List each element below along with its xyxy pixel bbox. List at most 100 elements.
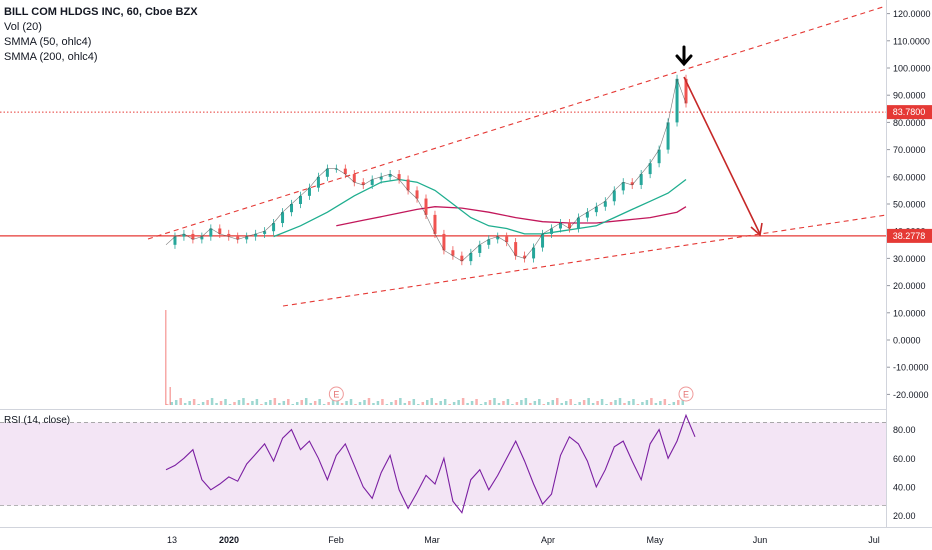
candle-body <box>496 236 500 240</box>
volume-bar <box>412 399 416 405</box>
rsi-tick-label: 80.00 <box>893 425 916 435</box>
candle-body <box>370 179 374 185</box>
candle-body <box>352 174 356 183</box>
volume-bar <box>264 402 268 405</box>
volume-bar <box>282 401 286 405</box>
volume-bar <box>376 401 380 405</box>
legend-smma50: SMMA (50, ohlc4) <box>4 36 91 48</box>
volume-bar <box>233 402 236 405</box>
candle-body <box>532 247 536 259</box>
price-tick-label: 90.0000 <box>893 91 926 101</box>
volume-bar <box>304 398 308 405</box>
volume-bar <box>260 404 263 405</box>
candle-body <box>200 236 204 240</box>
upper-channel-line <box>147 5 887 240</box>
volume-bar <box>609 402 613 405</box>
volume-bar <box>224 399 227 405</box>
candle-body <box>666 122 670 150</box>
volume-bar <box>560 403 563 405</box>
candle-body <box>290 204 294 213</box>
time-tick-label: Apr <box>541 535 555 545</box>
volume-bar <box>237 400 241 405</box>
volume-bar <box>206 400 209 405</box>
projection-arrow-head <box>750 222 763 237</box>
volume-bar <box>569 399 572 405</box>
volume-bar <box>511 404 514 405</box>
volume-bar <box>600 399 604 405</box>
candle-body <box>612 190 616 202</box>
volume-bar <box>672 402 676 405</box>
candle-body <box>433 214 437 234</box>
candle-body <box>272 223 276 232</box>
volume-bar <box>538 399 541 405</box>
volume-bar <box>636 404 640 405</box>
candle-body <box>487 239 491 245</box>
volume-bar <box>322 404 326 405</box>
volume-bar <box>502 401 505 405</box>
volume-bar <box>650 398 653 405</box>
volume-bar <box>479 404 483 405</box>
candle-body <box>316 176 320 188</box>
candle-body <box>325 168 329 177</box>
candle-body <box>567 223 571 229</box>
candle-body <box>343 168 347 175</box>
rsi-band <box>0 422 886 506</box>
volume-bar <box>614 400 617 405</box>
volume-bar <box>426 400 429 405</box>
smma-200-line <box>336 206 687 227</box>
candle-body <box>334 168 338 170</box>
volume-bar <box>300 400 303 405</box>
volume-bar <box>452 402 456 405</box>
time-tick-label: 13 <box>167 535 177 545</box>
volume-bar <box>493 398 496 405</box>
time-tick-label: Jul <box>868 535 880 545</box>
volume-bar <box>242 398 245 405</box>
volume-bar <box>399 398 402 405</box>
candle-body <box>281 212 285 224</box>
candle-body <box>236 236 240 240</box>
volume-bar <box>309 403 312 405</box>
price-tick-label: 10.0000 <box>893 308 926 318</box>
volume-bar <box>166 404 169 405</box>
candle-body <box>460 255 464 262</box>
volume-bar <box>381 399 384 405</box>
volume-bar <box>273 398 277 405</box>
svg-text:83.7800: 83.7800 <box>893 107 926 117</box>
volume-bar <box>358 402 362 405</box>
volume-bar <box>645 400 649 405</box>
support-price-label: 38.2778 <box>887 228 932 243</box>
volume-bar <box>313 401 317 405</box>
volume-bar <box>573 404 577 405</box>
price-tick-label: 120.0000 <box>893 9 931 19</box>
volume-bar <box>443 399 447 405</box>
candle-body <box>684 78 688 104</box>
volume-bar <box>228 404 232 405</box>
volume-bar <box>269 400 272 405</box>
volume-bar <box>668 404 671 405</box>
volume-bar <box>403 403 407 405</box>
volume-bar <box>255 399 259 405</box>
volume-bar <box>340 403 344 405</box>
candle-body <box>361 182 365 185</box>
volume-bar <box>641 402 644 405</box>
time-tick-label: Feb <box>328 535 344 545</box>
candle-body <box>675 78 679 123</box>
candle-body <box>594 206 598 213</box>
volume-bar <box>318 399 321 405</box>
volume-bar <box>354 404 357 405</box>
candle-body <box>514 242 518 256</box>
earnings-marker <box>328 386 344 402</box>
volume-bar <box>506 399 510 405</box>
volume-bar <box>345 401 348 405</box>
candle-body <box>550 228 554 234</box>
volume-bar <box>434 403 438 405</box>
candle-body <box>191 233 195 240</box>
volume-bar <box>170 402 173 405</box>
candle-body <box>245 236 249 240</box>
volume-bar <box>515 402 519 405</box>
volume-bar <box>183 403 187 405</box>
earnings-marker <box>678 386 694 402</box>
price-tick-label: 20.0000 <box>893 281 926 291</box>
rsi-tick-label: 60.00 <box>893 454 916 464</box>
